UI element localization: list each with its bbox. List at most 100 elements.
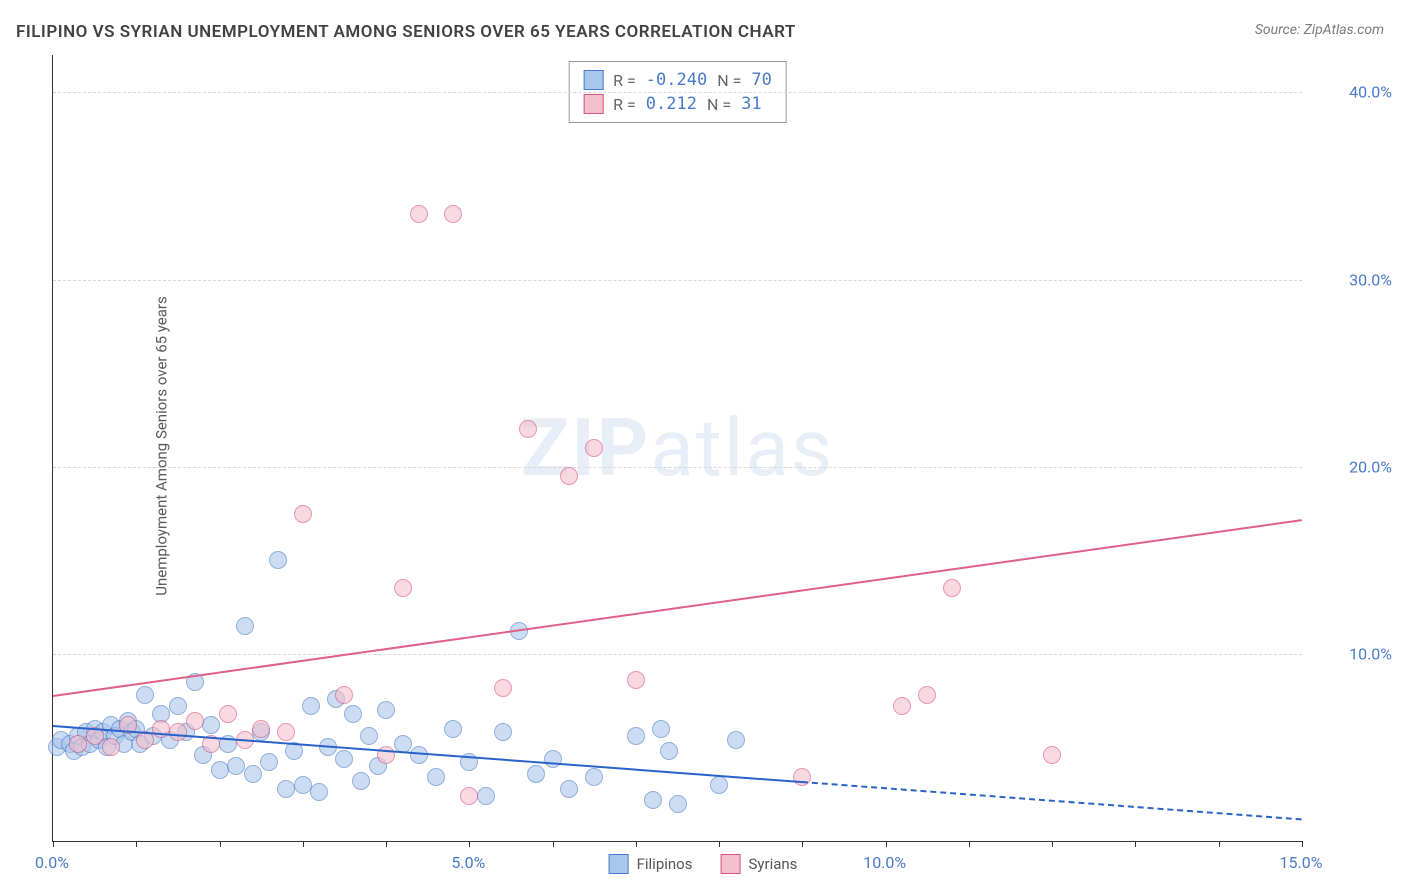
x-tick-minor [303,841,304,847]
correlation-n-label: N = [707,95,731,114]
scatter-point [494,723,512,741]
scatter-point [236,617,254,635]
scatter-point [202,716,220,734]
scatter-point [377,701,395,719]
correlation-swatch-0 [583,70,603,90]
scatter-point [410,205,428,223]
legend-item-1: Syrians [720,854,797,874]
scatter-point [1043,746,1061,764]
scatter-point [294,505,312,523]
x-tick-minor [136,841,137,847]
y-tick-label: 20.0% [1349,457,1392,476]
scatter-point [893,697,911,715]
scatter-point [519,420,537,438]
gridline [53,654,1302,655]
scatter-point [560,467,578,485]
scatter-point [652,720,670,738]
scatter-point [585,768,603,786]
x-tick-minor [802,841,803,847]
x-tick-minor [1135,841,1136,847]
legend-swatch-1 [720,854,740,874]
scatter-point [352,772,370,790]
legend-label-1: Syrians [748,855,797,873]
scatter-point [444,205,462,223]
scatter-point [394,579,412,597]
gridline [53,92,1302,93]
scatter-point [427,768,445,786]
x-tick [469,841,470,847]
x-tick [886,841,887,847]
scatter-point [943,579,961,597]
scatter-point [169,723,187,741]
scatter-point [219,705,237,723]
x-tick-minor [220,841,221,847]
x-tick-label: 5.0% [451,853,485,872]
legend: Filipinos Syrians [609,854,798,874]
scatter-point [335,686,353,704]
correlation-n-label: N = [717,71,741,90]
scatter-point [69,735,87,753]
scatter-point [260,753,278,771]
x-tick-label: 0.0% [35,853,69,872]
scatter-point [344,705,362,723]
scatter-point [527,765,545,783]
correlation-n-val: 31 [741,94,761,114]
scatter-point [294,776,312,794]
watermark-atlas: atlas [650,401,834,495]
x-tick-minor [719,841,720,847]
chart-plot-area: ZIPatlas R = -0.240 N = 70 R = 0.212 N =… [52,55,1302,842]
scatter-point [793,768,811,786]
scatter-point [669,795,687,813]
scatter-point [918,686,936,704]
x-tick-label: 10.0% [863,853,906,872]
x-tick-label: 15.0% [1280,853,1323,872]
scatter-point [627,671,645,689]
x-tick-minor [636,841,637,847]
correlation-r-label: R = [613,71,636,90]
trend-line [802,781,1302,820]
scatter-point [277,723,295,741]
scatter-point [310,783,328,801]
scatter-point [252,720,270,738]
scatter-point [360,727,378,745]
scatter-point [660,742,678,760]
scatter-point [169,697,187,715]
scatter-point [244,765,262,783]
y-tick-label: 10.0% [1349,644,1392,663]
correlation-n-val: 70 [751,70,771,90]
x-tick-minor [553,841,554,847]
correlation-swatch-1 [583,94,603,114]
x-tick-minor [1219,841,1220,847]
scatter-point [560,780,578,798]
scatter-point [136,686,154,704]
trend-line [53,519,1302,697]
scatter-point [444,720,462,738]
x-tick [1302,841,1303,847]
scatter-point [335,750,353,768]
correlation-row-0: R = -0.240 N = 70 [583,68,772,92]
scatter-point [211,761,229,779]
legend-label-0: Filipinos [637,855,693,873]
scatter-point [186,712,204,730]
correlation-r-val: -0.240 [646,70,707,90]
y-tick-label: 40.0% [1349,83,1392,102]
y-tick-label: 30.0% [1349,270,1392,289]
scatter-point [585,439,603,457]
gridline [53,280,1302,281]
scatter-point [477,787,495,805]
scatter-point [494,679,512,697]
gridline [53,467,1302,468]
legend-swatch-0 [609,854,629,874]
scatter-point [302,697,320,715]
x-tick-minor [969,841,970,847]
chart-title: FILIPINO VS SYRIAN UNEMPLOYMENT AMONG SE… [16,22,796,42]
scatter-point [227,757,245,775]
scatter-point [627,727,645,745]
scatter-point [460,787,478,805]
scatter-point [710,776,728,794]
source-label: Source: ZipAtlas.com [1255,22,1384,38]
legend-item-0: Filipinos [609,854,693,874]
x-tick [53,841,54,847]
x-tick-minor [1052,841,1053,847]
correlation-row-1: R = 0.212 N = 31 [583,92,772,116]
